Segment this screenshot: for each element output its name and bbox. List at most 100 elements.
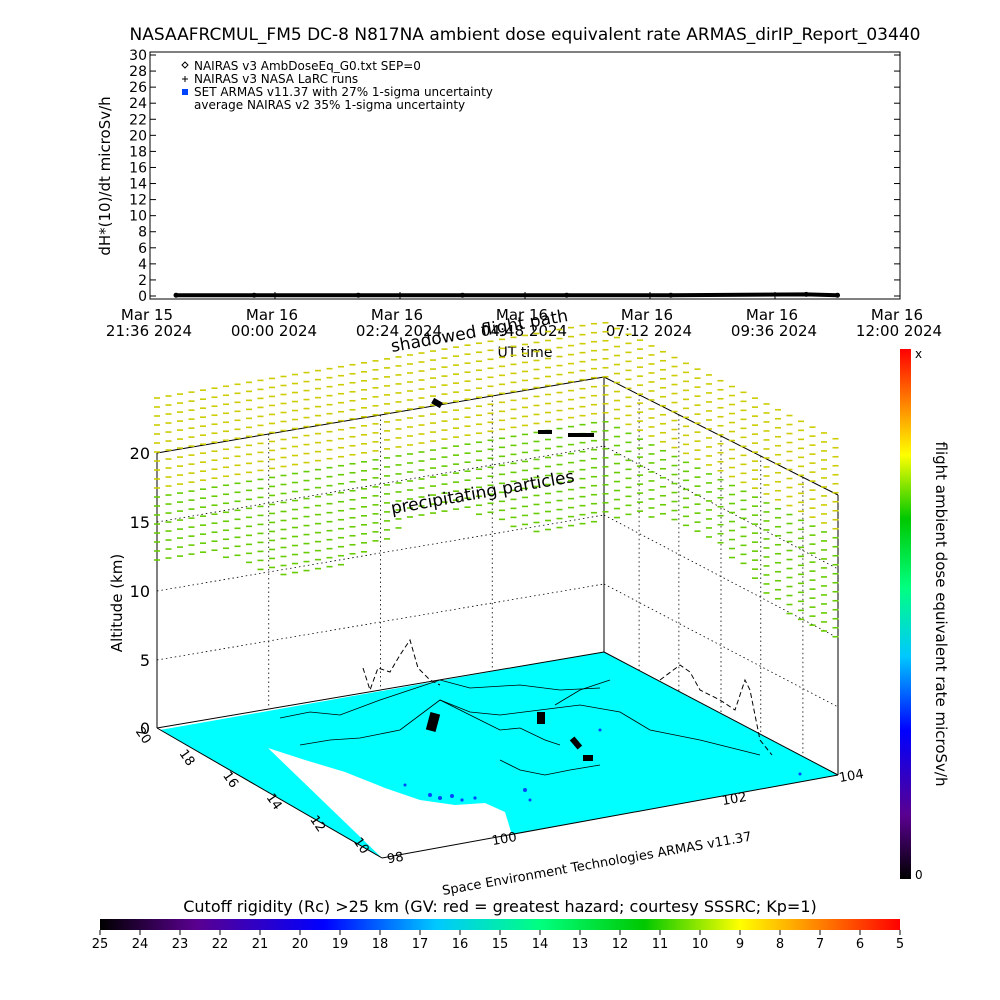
chart-title: NASAAFRCMUL_FM5 DC-8 N817NA ambient dose… [130,25,921,45]
rigidity-tick-label: 10 [692,937,709,952]
legend-diamond-icon [181,61,189,69]
altitude-tick-label: 15 [130,513,150,532]
box-grid [156,394,839,757]
map-islands [403,728,802,802]
y-tick-label: 24 [129,96,147,112]
precipitating-particles [154,321,839,638]
dose-point [668,292,674,298]
dose-point [835,292,840,298]
x-tick-label-time: 07:12 2024 [606,322,692,340]
rigidity-tick-label: 8 [776,937,784,952]
rigidity-tick-label: 20 [292,937,309,952]
rigidity-tick-label: 9 [736,937,744,952]
y-tick-label: 18 [129,144,147,160]
rigidity-tick-label: 24 [132,937,149,952]
x-tick-label-date: Mar 16 [746,306,798,324]
altitude-tick-label: 0 [140,719,150,738]
legend-item-label: NAIRAS v3 AmbDoseEq_G0.txt SEP=0 [194,59,421,73]
dose-series [173,291,840,298]
dose-colorbar-min: 0 [915,868,923,882]
y-tick-label: 2 [138,273,147,289]
dose-colorbar-gradient [900,349,911,879]
x-tick-label-time: 04:48 2024 [481,322,567,340]
y-tick-label: 14 [129,177,147,193]
map-borders [279,679,761,776]
rigidity-tick-label: 15 [492,937,509,952]
rigidity-colorbar: Cutoff rigidity (Rc) >25 km (GV: red = g… [92,897,904,952]
rigidity-tick-label: 22 [212,937,229,952]
altitude-tick-label: 10 [130,582,150,601]
rigidity-tick-label: 19 [332,937,349,952]
y-tick-label: 0 [138,289,147,305]
longitude-ticks: 98 100 102 104 [386,767,865,867]
dose-series-line [176,292,838,298]
dose-point [803,291,809,297]
x-tick-label-time: 02:24 2024 [356,322,442,340]
latitude-tick-label: 20 [132,725,154,747]
grid-line-back [156,514,605,592]
longitude-tick-label: 98 [386,850,405,868]
rigidity-tick-label: 18 [372,937,389,952]
dose-colorbar-max: x [915,347,922,361]
flight-path [425,397,594,761]
altitude-tick-label: 5 [140,651,150,670]
dose-point [355,292,361,298]
y-tick-label: 10 [129,209,147,225]
y-tick-label: 20 [129,128,147,144]
rigidity-tick-label: 13 [572,937,589,952]
y-tick-label: 12 [129,193,147,209]
rigidity-tick-label: 11 [652,937,669,952]
x-tick-label-time: 09:36 2024 [731,322,817,340]
rigidity-tick-label: 23 [172,937,189,952]
dose-colorbar-label: flight ambient dose equivalent rate micr… [932,442,950,787]
x-tick-label-date: Mar 16 [371,306,423,324]
flight-altitude-trace [362,638,773,756]
legend-square-icon [182,89,188,95]
x-tick-label-time: 00:00 2024 [231,322,317,340]
legend-item-label: SET ARMAS v11.37 with 27% 1-sigma uncert… [194,85,493,99]
rigidity-tick-label: 16 [452,937,469,952]
legend-item-label: average NAIRAS v2 35% 1-sigma uncertaint… [194,98,465,112]
altitude-axis-label: Altitude (km) [108,554,126,652]
altitude-tick-label: 20 [130,444,150,463]
dose-point [460,292,465,298]
dose-colorbar: x 0 flight ambient dose equivalent rate … [900,347,950,882]
x-tick-label-date: Mar 16 [621,306,673,324]
y-axis-label: dH*(10)/dt microSv/h [96,96,114,255]
x-tick-label-date: Mar 16 [871,306,923,324]
rigidity-tick-label: 7 [816,937,824,952]
rigidity-tick-label: 14 [532,937,549,952]
y-tick-label: 30 [129,48,147,64]
latitude-tick-label: 18 [176,747,198,769]
rigidity-colorbar-ticks: 25 24 23 22 21 20 19 18 17 16 15 14 13 12 11 10 9 8 7 6 5 [92,930,904,952]
y-tick-label: 16 [129,160,147,176]
legend-plus-icon [182,76,188,82]
y-tick-label: 28 [129,64,147,80]
y-tick-label: 8 [138,225,147,241]
map-surface-east [515,760,838,828]
legend-item-label: NAIRAS v3 NASA LaRC runs [194,72,358,86]
y-tick-label: 6 [138,241,147,257]
longitude-tick-label: 100 [491,830,518,849]
dose-point [173,292,179,298]
rigidity-colorbar-title: Cutoff rigidity (Rc) >25 km (GV: red = g… [183,897,817,916]
rigidity-tick-label: 25 [92,937,109,952]
x-tick-label-date: Mar 16 [496,306,548,324]
x-tick-label-date: Mar 15 [121,306,173,324]
rigidity-colorbar-gradient [100,919,900,930]
annotation-credit: Space Environment Technologies ARMAS v11… [441,830,753,899]
x-tick-label-time: 12:00 2024 [856,322,942,340]
altitude-ticks: 0 5 10 15 20 [130,444,150,738]
y-tick-label: 26 [129,80,147,96]
y-tick-label: 4 [138,257,147,273]
rigidity-tick-label: 12 [612,937,629,952]
map-sea [268,748,512,858]
dose-point [564,292,570,298]
y-tick-label: 22 [129,112,147,128]
x-tick-label-date: Mar 16 [246,306,298,324]
